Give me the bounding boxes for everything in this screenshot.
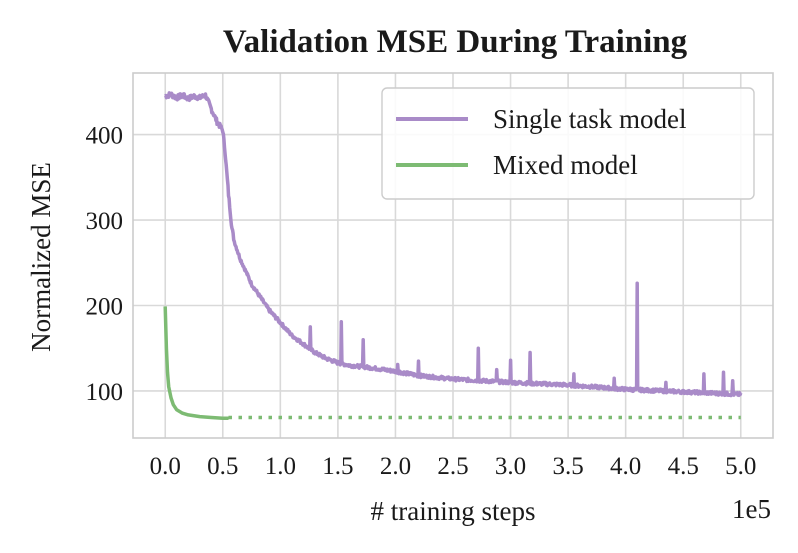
x-tick-label: 1.5 (322, 453, 353, 480)
x-axis-label: # training steps (371, 496, 536, 526)
y-axis-label: Normalized MSE (26, 162, 56, 352)
x-tick-label: 2.0 (380, 453, 411, 480)
y-tick-labels: 100 200 300 400 (86, 123, 124, 406)
x-tick-label: 3.0 (495, 453, 526, 480)
y-tick-label: 300 (86, 208, 124, 235)
x-tick-label: 3.5 (552, 453, 583, 480)
x-tick-label: 4.5 (668, 453, 699, 480)
y-tick-label: 200 (86, 294, 124, 321)
x-tick-label: 1.0 (265, 453, 296, 480)
x-tick-label: 2.5 (437, 453, 468, 480)
x-offset-label: 1e5 (732, 494, 771, 524)
legend-box (381, 87, 755, 200)
x-tick-label: 0.0 (150, 453, 181, 480)
legend-label-mixed: Mixed model (493, 150, 638, 180)
chart-title: Validation MSE During Training (223, 24, 688, 60)
x-tick-label: 0.5 (207, 453, 238, 480)
series-line-single-task (164, 91, 743, 398)
y-tick-label: 100 (86, 379, 124, 406)
plot-frame (132, 72, 774, 439)
legend-label-single-task: Single task model (493, 104, 686, 134)
x-tick-label: 5.0 (725, 453, 756, 480)
plot-series (163, 91, 743, 421)
series-line-mixed (163, 306, 229, 421)
x-tick-label: 4.0 (610, 453, 641, 480)
x-tick-labels: 0.0 0.5 1.0 1.5 2.0 2.5 3.0 3.5 4.0 4.5 5.0 (150, 453, 757, 480)
legend: Single task model Mixed model (381, 87, 755, 200)
y-tick-label: 400 (86, 123, 124, 150)
